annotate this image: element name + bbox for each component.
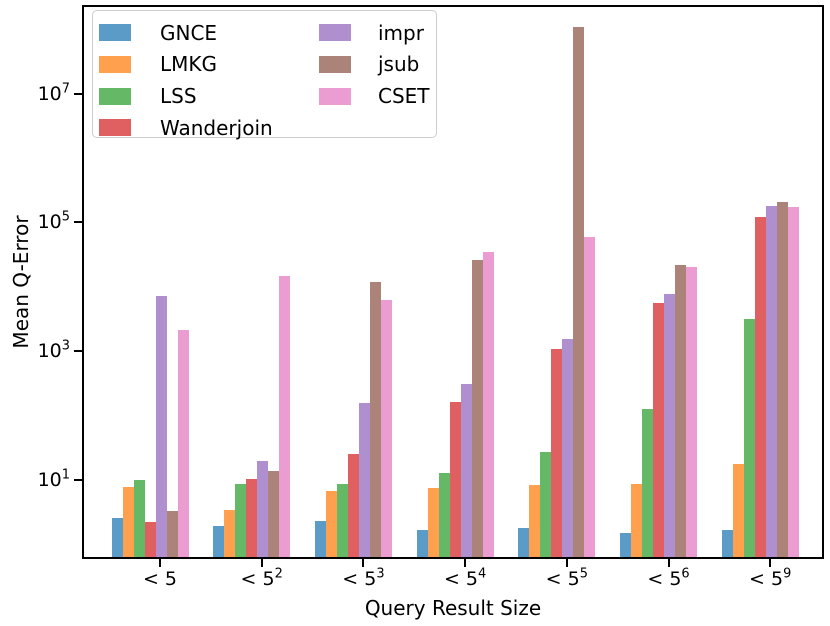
x-tick-label-4: < 54 — [443, 566, 487, 590]
bar-jsub-group2 — [268, 470, 280, 559]
bar-lmkg-group7 — [732, 463, 744, 559]
bar-wanderjoin-group6 — [653, 302, 664, 559]
legend-label-impr: impr — [378, 20, 424, 45]
x-tick-mark-4 — [464, 559, 467, 567]
y-tick-label-10e5: 105 — [37, 210, 70, 234]
bar-jsub-group4 — [471, 260, 483, 559]
bar-lss-group5 — [540, 452, 552, 559]
bar-lss-group7 — [743, 318, 755, 559]
x-tick-label-3: < 53 — [342, 566, 385, 590]
bar-jsub-group7 — [776, 202, 788, 559]
bar-cset-group4 — [482, 251, 494, 559]
bar-impr-group7 — [765, 206, 777, 559]
y-tick-mark-10e5 — [74, 221, 82, 224]
bar-cset-group2 — [279, 275, 291, 559]
y-tick-mark-10e3 — [74, 350, 82, 353]
legend-swatch-jsub — [319, 55, 351, 73]
legend-label-wanderjoin: Wanderjoin — [160, 115, 273, 140]
bar-impr-group5 — [562, 338, 574, 559]
legend-label-jsub: jsub — [378, 52, 420, 77]
bar-jsub-group1 — [166, 511, 178, 559]
y-tick-mark-10e7 — [74, 92, 82, 95]
x-tick-mark-6 — [667, 559, 670, 567]
bar-wanderjoin-group4 — [449, 401, 461, 559]
bar-lmkg-group3 — [325, 490, 337, 559]
bar-impr-group6 — [664, 294, 675, 559]
bar-impr-group4 — [460, 384, 472, 559]
legend-label-gnce: GNCE — [160, 20, 218, 45]
bar-jsub-group5 — [573, 26, 585, 559]
legend-swatch-cset — [319, 87, 351, 105]
bar-impr-group1 — [155, 296, 167, 559]
x-axis-label: Query Result Size — [364, 596, 542, 620]
legend-swatch-gnce — [99, 24, 131, 42]
bar-lmkg-group1 — [122, 486, 134, 559]
x-tick-label-2: < 52 — [240, 566, 283, 590]
legend-swatch-lmkg — [99, 55, 131, 73]
bar-gnce-group7 — [721, 529, 733, 559]
x-tick-label-5: < 55 — [545, 566, 588, 590]
legend-swatch-impr — [319, 24, 351, 42]
x-tick-label-1: < 5 — [142, 568, 178, 590]
legend-swatch-lss — [99, 87, 131, 105]
bar-lss-group1 — [133, 480, 145, 559]
x-tick-label-7: < 59 — [749, 566, 792, 590]
legend: GNCE LMKG LSS Wanderjoin impr jsub CSET — [92, 10, 437, 140]
bar-gnce-group6 — [620, 533, 631, 559]
bar-wanderjoin-group5 — [551, 348, 563, 559]
bar-gnce-group3 — [314, 521, 326, 559]
bar-lss-group6 — [642, 409, 653, 559]
bar-jsub-group6 — [675, 264, 686, 559]
x-tick-mark-7 — [769, 559, 772, 567]
bar-lss-group3 — [336, 483, 348, 559]
bar-lss-group2 — [235, 484, 247, 559]
y-tick-mark-10e1 — [74, 479, 82, 481]
bar-cset-group5 — [584, 236, 596, 559]
bar-jsub-group3 — [369, 281, 381, 559]
x-tick-mark-3 — [362, 559, 365, 567]
bar-cset-group7 — [787, 206, 799, 559]
x-tick-mark-5 — [565, 559, 568, 567]
legend-label-cset: CSET — [378, 84, 430, 109]
bar-wanderjoin-group2 — [246, 478, 258, 559]
legend-label-lmkg: LMKG — [160, 52, 218, 77]
bar-gnce-group4 — [416, 529, 428, 559]
legend-label-lss: LSS — [160, 84, 197, 109]
bar-cset-group1 — [177, 330, 189, 559]
bar-cset-group3 — [380, 300, 392, 559]
bar-gnce-group1 — [111, 517, 123, 559]
bar-impr-group3 — [358, 402, 370, 559]
bar-gnce-group2 — [213, 526, 225, 559]
bar-gnce-group5 — [518, 528, 530, 559]
bar-wanderjoin-group1 — [144, 522, 156, 559]
y-tick-label-10e3: 103 — [37, 338, 70, 363]
bar-wanderjoin-group3 — [347, 454, 359, 559]
bar-lmkg-group2 — [224, 510, 236, 559]
bar-lmkg-group4 — [427, 487, 439, 559]
x-tick-mark-2 — [260, 559, 263, 567]
bar-cset-group6 — [686, 267, 697, 559]
y-tick-label-10e1: 101 — [37, 467, 70, 491]
bar-lmkg-group5 — [529, 485, 541, 559]
bar-lss-group4 — [438, 472, 450, 559]
bar-wanderjoin-group7 — [754, 217, 766, 559]
x-tick-mark-1 — [159, 559, 161, 567]
x-tick-label-6: < 56 — [647, 566, 690, 590]
y-tick-label-10e7: 107 — [37, 81, 70, 105]
bar-lmkg-group6 — [631, 484, 642, 559]
legend-swatch-wanderjoin — [99, 119, 131, 137]
bar-impr-group2 — [257, 460, 269, 559]
